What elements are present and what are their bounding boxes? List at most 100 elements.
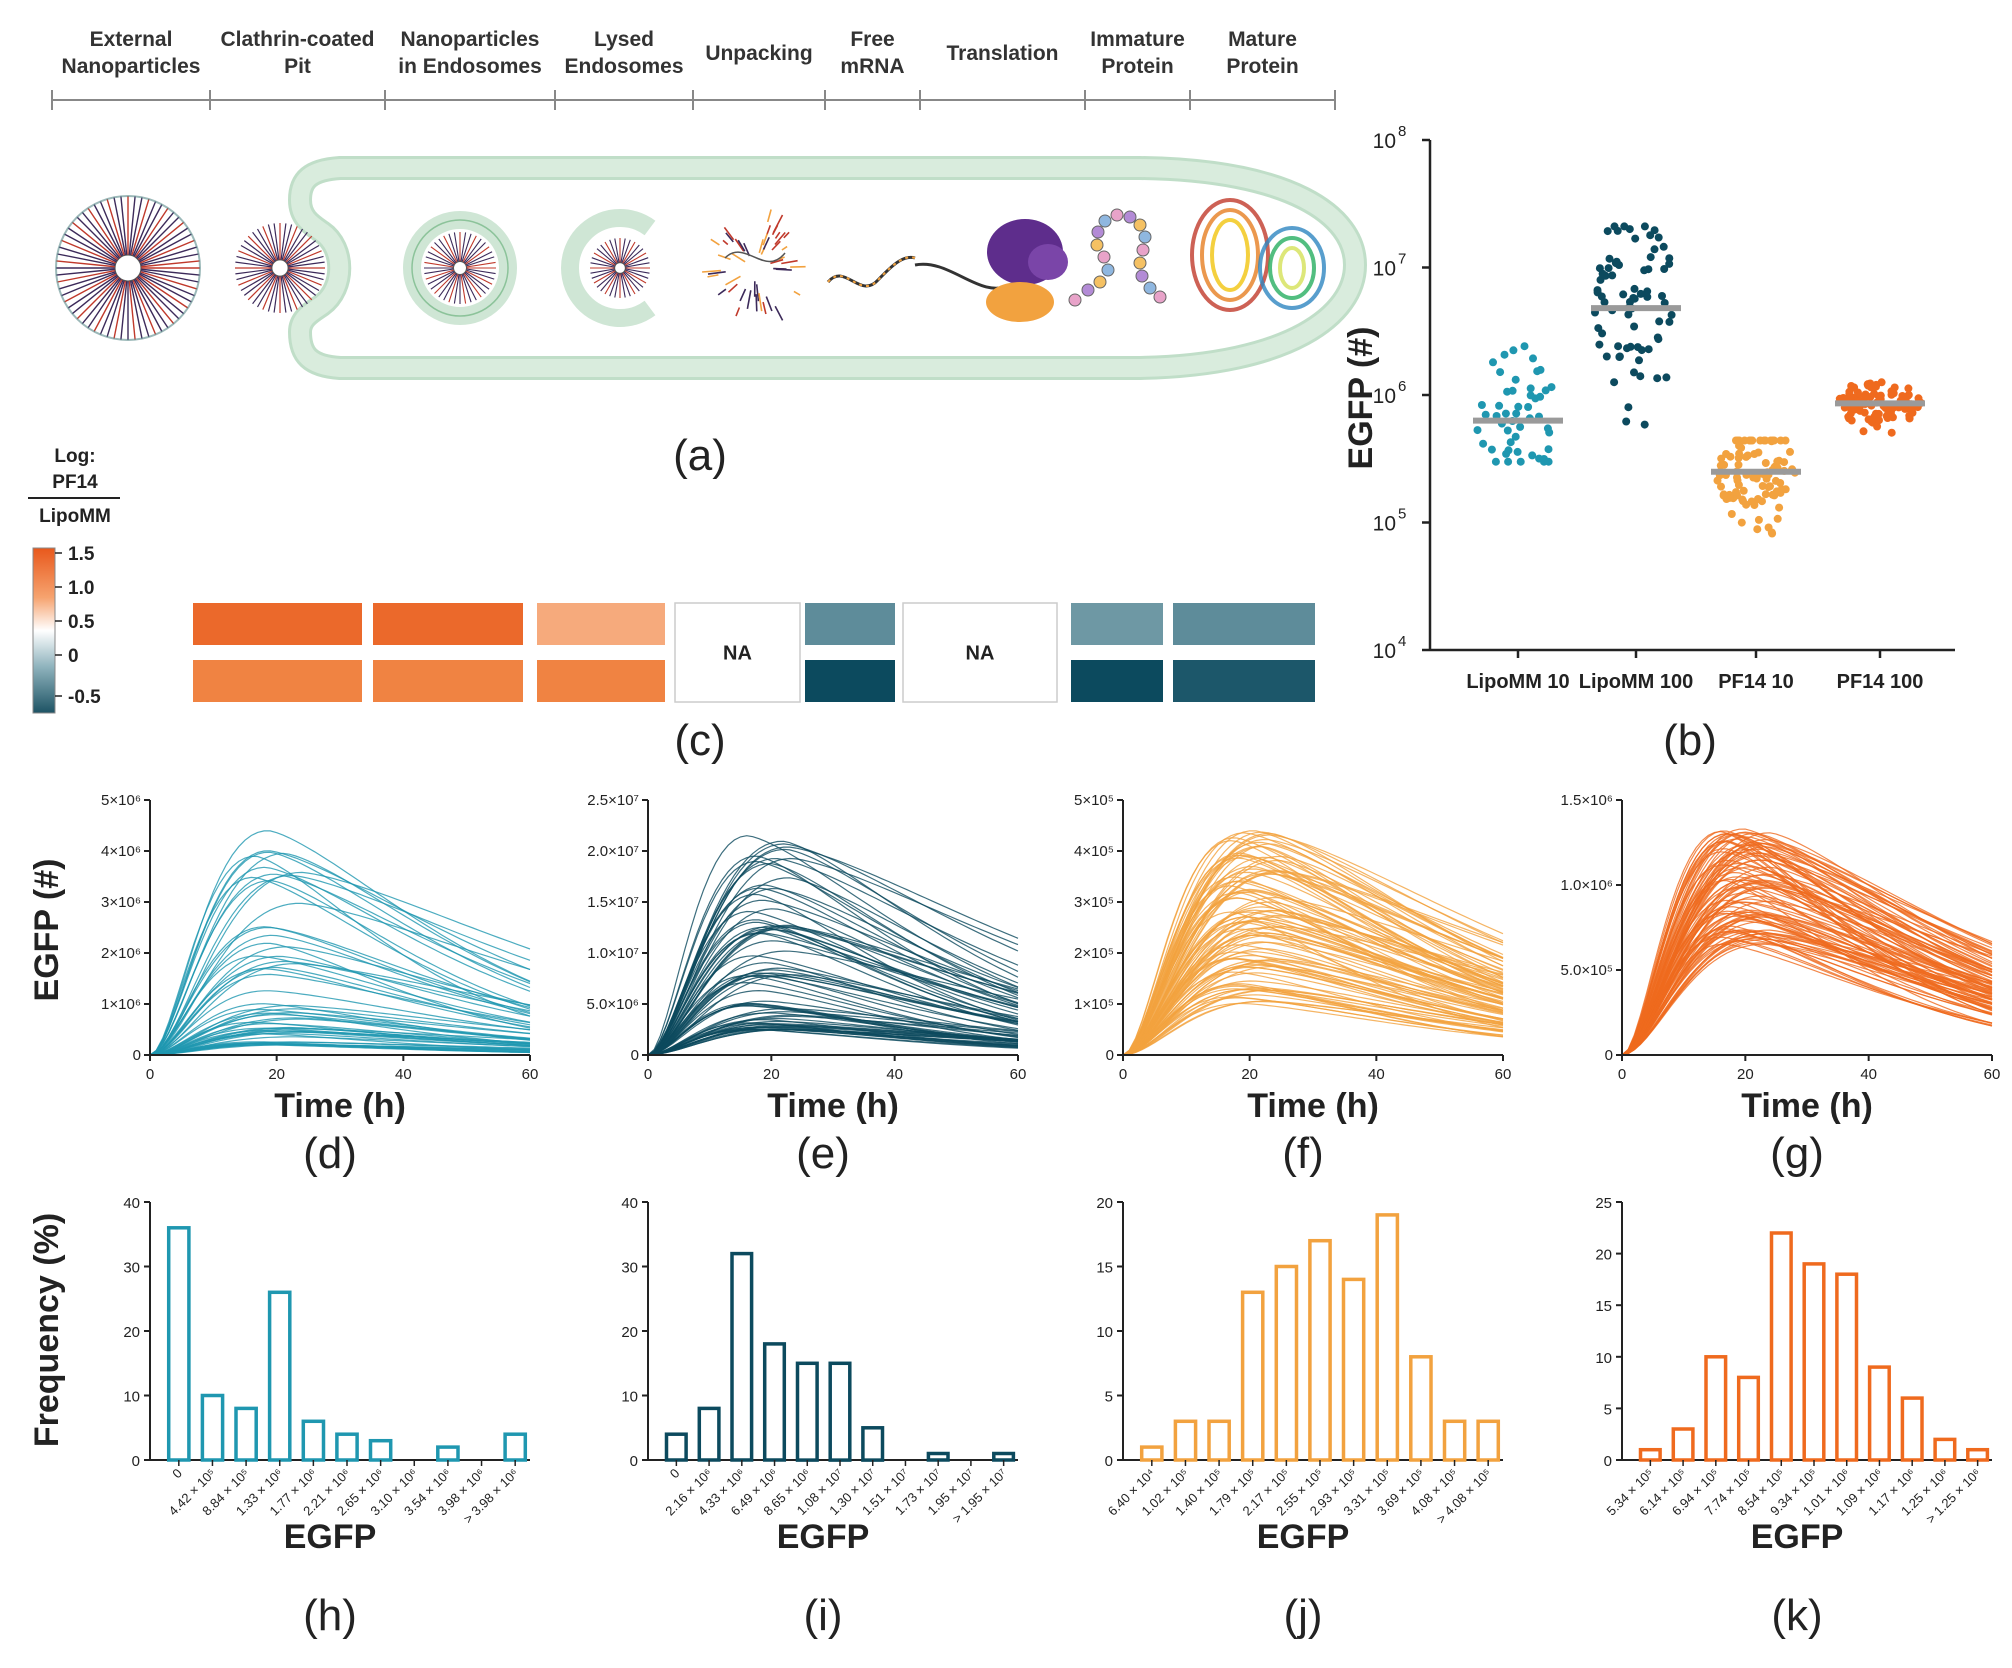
unpacked-fragment [746,290,752,310]
timecourse-curve [149,902,531,1056]
scatter-point [1903,392,1912,401]
y-tick-label: 0 [1106,1047,1114,1064]
heatmap-cell [373,660,523,702]
y-tick-label: 40 [123,1195,140,1212]
unpacked-fragment [735,307,741,317]
scatter-point [1501,409,1510,418]
scatter-point [1732,488,1740,497]
y-tick-label: 0 [630,1453,638,1470]
y-tick-label-exponent: 4 [1398,633,1406,650]
scatter-point [1875,416,1883,425]
y-tick-label: 0 [631,1047,639,1064]
scatter-point [1665,259,1674,268]
timecourse-curve [149,934,531,1056]
scatter-point [1624,403,1633,412]
scatter-point [1526,384,1535,393]
protein-bead [1133,256,1147,270]
timecourse-curve [647,924,1019,1056]
scatter-point [1773,514,1782,523]
scatter-point [1536,392,1545,401]
histogram-bar [1274,1264,1299,1462]
scatter-point [1640,420,1649,429]
protein-bead [1138,230,1152,244]
scatter-point [1624,310,1633,319]
scatter-point [1660,299,1669,307]
stage-label-line2: Protein [1101,55,1173,78]
scatter-point [1630,322,1639,331]
scatter-point [1764,523,1773,532]
heatmap-cell [193,660,362,702]
unpacked-fragment [758,239,764,254]
timecourse-curve [149,926,531,1056]
x-tick-label: 60 [1495,1066,1512,1083]
unpacked-fragment [781,245,788,251]
scatter-point [1717,482,1725,491]
timecourse-panel-d: 0 1×10⁶ 2×10⁶ 3×10⁶ 4×10⁶ 5×10⁶ 0 20 40 60 Time (h… [28,792,538,1178]
histogram-bar [234,1406,258,1462]
scatter-point [1644,265,1653,274]
y-tick-label-base: 10 [1373,640,1396,663]
timecourse-curve [149,852,531,1056]
timecourse-curve [647,1019,1019,1056]
histogram-bar [368,1438,393,1462]
scatter-point [1610,222,1619,231]
scatter-point [1496,368,1505,377]
scatter-point [1764,483,1773,491]
scatter-point [1514,402,1523,411]
scatter-point [1512,409,1521,418]
y-tick-label: 0 [1105,1453,1113,1470]
unpacked-fragment [722,239,729,246]
scatter-point [1479,439,1488,448]
y-tick-label-base: 10 [1373,130,1396,153]
timecourse-curve [1122,871,1504,1056]
timecourse-curve [647,975,1019,1056]
heatmap-na-label: NA [723,643,752,665]
scatter-point [1600,298,1609,307]
category-label: LipoMM 100 [1579,671,1693,693]
histogram-bar [1867,1365,1891,1462]
endosome-graphic [403,211,517,325]
scatter-point [1646,253,1655,262]
scatter-point [1866,393,1875,401]
protein-bead [1093,275,1107,289]
histogram-bar [1240,1290,1265,1462]
histogram-bar [1476,1419,1501,1462]
y-axis-title: EGFP (#) [28,859,66,1002]
histogram-bar [1375,1213,1400,1462]
timecourse-curve [1122,911,1504,1056]
x-tick-label: 0 [1119,1066,1127,1083]
scatter-point [1594,324,1603,333]
category-label: PF14 100 [1837,671,1924,693]
protein-bead [1090,238,1104,252]
unpacked-fragment [766,225,772,235]
y-tick-label: 3×10⁵ [1074,894,1114,911]
histogram-bar [1638,1447,1662,1462]
timecourse-curve [647,857,1019,1056]
timecourse-curve [1621,925,1993,1056]
scatter-point [1847,382,1856,390]
y-tick-label: 25 [1595,1195,1612,1212]
y-tick-label-base: 10 [1373,513,1396,536]
unpacked-fragment [725,232,734,243]
scatter-point [1775,503,1784,512]
y-tick-label: 5 [1105,1389,1113,1406]
panel-label-d: (d) [303,1129,357,1178]
protein-bead [1110,208,1124,222]
protein-bead [1143,281,1157,295]
scatter-point [1491,457,1500,466]
x-tick-label: 60 [1984,1066,2001,1083]
scatter-point [1513,447,1522,456]
timecourse-curve [1621,880,1993,1056]
scatter-point [1859,427,1868,436]
timecourse-curve [1122,965,1504,1056]
unpacked-fragment [723,226,735,241]
timecourse-curve [647,860,1019,1056]
scatter-point [1529,354,1537,363]
timecourse-panel-e: 0 5.0×10⁶ 1.0×10⁷ 1.5×10⁷ 2.0×10⁷ 2.5×10⁷ 0 20 4… [587,792,1027,1178]
scatter-point [1719,491,1728,500]
timecourse-curve [1122,934,1504,1056]
scatter-point [1776,479,1785,487]
timecourse-curve [149,873,531,1056]
scatter-point [1646,231,1655,240]
